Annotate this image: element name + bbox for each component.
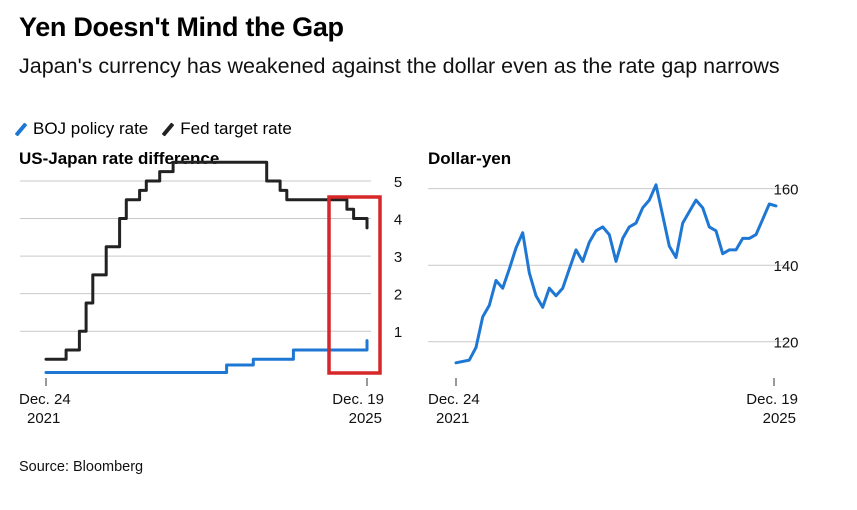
chart-title: Yen Doesn't Mind the Gap	[19, 12, 344, 42]
legend-item-boj: BOJ policy rate	[14, 119, 149, 139]
legend: BOJ policy rate Fed target rate	[14, 119, 310, 139]
y-tick-label: 2	[394, 287, 402, 304]
source-note: Source: Bloomberg	[19, 459, 144, 475]
y-tick-label: 5	[394, 174, 402, 191]
chart-subtitle: Japan's currency has weakened against th…	[19, 54, 780, 78]
y-tick-label: 120	[773, 335, 798, 352]
y-tick-label: 140	[773, 258, 798, 275]
panel-title-rate-difference: US-Japan rate difference	[19, 149, 220, 168]
y-tick-label: 4	[394, 212, 402, 229]
panel-title-dollar-yen: Dollar-yen	[428, 149, 512, 168]
x-start-label: Dec. 24 2021	[428, 391, 480, 427]
x-start-label: Dec. 24 2021	[19, 391, 71, 427]
x-end-label: Dec. 19 2025	[746, 391, 798, 427]
legend-label-fed: Fed target rate	[180, 119, 292, 138]
legend-label-boj: BOJ policy rate	[33, 119, 149, 138]
y-tick-label: 160	[773, 182, 798, 199]
y-tick-label: 1	[394, 324, 402, 341]
series-line-boj-policy-rate	[44, 339, 369, 374]
legend-item-fed: Fed target rate	[161, 119, 292, 139]
x-end-label: Dec. 19 2025	[332, 391, 384, 427]
series-line-dollar-yen	[454, 183, 778, 365]
series-line-fed-target-rate	[44, 160, 369, 361]
highlight-box	[327, 195, 382, 375]
y-tick-label: 3	[394, 249, 402, 266]
